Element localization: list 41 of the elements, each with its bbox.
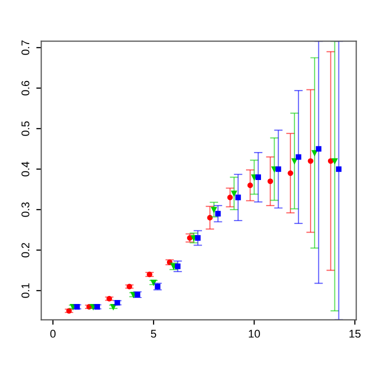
y-tick-label: 0.7 bbox=[21, 40, 30, 55]
y-tick-label: 0.2 bbox=[21, 242, 30, 258]
point bbox=[296, 154, 302, 160]
point bbox=[292, 158, 298, 164]
point bbox=[312, 150, 318, 156]
point bbox=[94, 304, 100, 310]
point bbox=[207, 214, 213, 220]
point bbox=[114, 300, 120, 306]
point bbox=[255, 174, 262, 180]
y-tick-label: 0.6 bbox=[21, 80, 30, 96]
y-tick-label: 0.3 bbox=[21, 202, 30, 217]
point bbox=[126, 284, 132, 290]
y-tick-label: 0.4 bbox=[21, 162, 30, 176]
point bbox=[74, 304, 80, 310]
point bbox=[276, 166, 282, 172]
point bbox=[154, 284, 160, 290]
point bbox=[332, 158, 338, 164]
point bbox=[110, 304, 116, 310]
point bbox=[191, 235, 197, 241]
point bbox=[308, 158, 314, 164]
point bbox=[166, 259, 172, 266]
y-tick-label: 0.1 bbox=[21, 283, 30, 298]
point bbox=[174, 264, 180, 270]
point bbox=[195, 235, 201, 241]
point bbox=[288, 170, 294, 176]
point bbox=[268, 178, 274, 184]
point bbox=[106, 296, 112, 302]
x-tick-label: 0 bbox=[50, 330, 56, 338]
point bbox=[235, 194, 241, 200]
point bbox=[227, 194, 233, 200]
x-tick-label: 10 bbox=[248, 330, 260, 338]
point bbox=[247, 182, 253, 188]
point bbox=[215, 210, 221, 216]
x-tick-label: 5 bbox=[150, 330, 156, 338]
point bbox=[336, 166, 342, 172]
point bbox=[231, 190, 237, 196]
point bbox=[86, 304, 92, 310]
y-tick-label: 0.5 bbox=[21, 121, 30, 136]
point bbox=[328, 158, 334, 164]
x-tick-label: 15 bbox=[350, 330, 361, 338]
point bbox=[316, 146, 322, 152]
